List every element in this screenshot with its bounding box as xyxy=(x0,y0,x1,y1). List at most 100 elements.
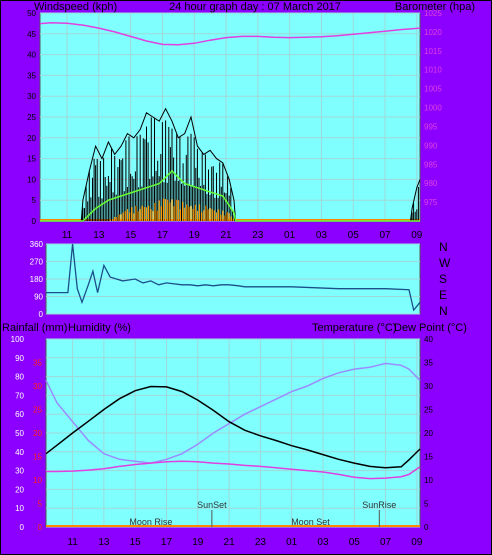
tick-label: 15 xyxy=(33,453,42,462)
tick-label: 5 xyxy=(424,500,429,509)
tick-label: 40 xyxy=(15,448,24,457)
tick-label: 995 xyxy=(424,122,438,131)
tick-label: 1010 xyxy=(424,66,442,75)
dir-label-n-bottom: N xyxy=(439,304,448,318)
tick-label: 0 xyxy=(20,523,25,532)
barometer-label: Barometer (hpa) xyxy=(395,1,475,13)
tick-label: 270 xyxy=(30,258,44,267)
tick-label: 0 xyxy=(38,523,43,532)
tick-label: 15 xyxy=(424,453,433,462)
temperature-x-axis: 11 13 15 17 19 21 23 01 03 05 07 09 xyxy=(67,537,422,548)
tick-label: 80 xyxy=(15,373,24,382)
tick-label: 40 xyxy=(424,335,433,344)
tick-label: 1000 xyxy=(424,104,442,113)
x-tick-label: 03 xyxy=(316,230,328,241)
windspeed-axis: 0 5 10 15 20 25 30 35 40 45 50 xyxy=(27,9,36,226)
wind-x-axis: 11 13 15 17 19 21 23 01 03 05 07 09 xyxy=(62,230,423,241)
x-tick-label: 23 xyxy=(252,230,264,241)
tick-label: 990 xyxy=(424,141,438,150)
direction-line xyxy=(46,243,421,312)
tick-label: 35 xyxy=(424,359,433,368)
tick-label: 50 xyxy=(15,429,24,438)
humidity-label: Humidity (%) xyxy=(68,322,131,334)
x-tick-label: 07 xyxy=(380,537,392,548)
x-tick-label: 05 xyxy=(349,537,361,548)
x-tick-label: 13 xyxy=(93,230,105,241)
x-tick-label: 07 xyxy=(379,230,391,241)
gust-line xyxy=(40,107,421,222)
tick-label: 5 xyxy=(38,500,43,509)
dir-label-e: E xyxy=(439,288,447,302)
tick-label: 30 xyxy=(15,467,24,476)
tick-label: 25 xyxy=(424,406,433,415)
x-tick-label: 21 xyxy=(220,230,232,241)
windspeed-label: Windspeed (kph) xyxy=(34,1,117,13)
tick-label: 90 xyxy=(15,354,24,363)
x-tick-label: 19 xyxy=(189,230,201,241)
tick-label: 0 xyxy=(424,523,429,532)
tick-label: 40 xyxy=(27,51,36,60)
event-label: SunSet xyxy=(197,500,227,510)
x-tick-label: 15 xyxy=(125,230,137,241)
tick-label: 10 xyxy=(15,504,24,513)
tick-label: 975 xyxy=(424,198,438,207)
tick-label: 180 xyxy=(30,275,44,284)
dewpoint-label: Dew Point (°C) xyxy=(394,322,467,334)
humidity-line xyxy=(45,362,421,464)
event-label: Moon Rise xyxy=(129,517,172,527)
tick-label: 35 xyxy=(27,71,36,80)
direction-grid xyxy=(46,243,420,315)
tick-label: 0 xyxy=(39,310,44,319)
temperature-axis: 0 5 10 15 20 25 30 35 40 xyxy=(424,335,433,532)
tick-label: 20 xyxy=(424,429,433,438)
humidity-axis: 0 10 20 30 40 50 60 70 80 90 100 xyxy=(11,335,25,532)
x-tick-label: 17 xyxy=(157,230,169,241)
tick-label: 1020 xyxy=(424,28,442,37)
dir-label-s: S xyxy=(439,272,447,286)
x-tick-label: 09 xyxy=(411,230,423,241)
x-tick-label: 05 xyxy=(348,230,360,241)
tick-label: 25 xyxy=(27,113,36,122)
direction-axis: 0 90 180 270 360 xyxy=(30,240,44,319)
rainfall-axis: 0 5 10 15 20 25 30 35 xyxy=(33,359,42,533)
tick-label: 985 xyxy=(424,160,438,169)
tick-label: 60 xyxy=(15,410,24,419)
x-tick-label: 09 xyxy=(411,537,423,548)
wind-average-line xyxy=(40,170,420,222)
tick-label: 30 xyxy=(27,92,36,101)
x-tick-label: 11 xyxy=(67,537,78,548)
tick-label: 35 xyxy=(33,359,42,368)
tick-label: 100 xyxy=(11,335,25,344)
dewpoint-line xyxy=(46,460,421,480)
graph-title: 24 hour graph day : 07 March 2017 xyxy=(169,1,341,13)
tick-label: 10 xyxy=(33,476,42,485)
rainfall-label: Rainfall (mm) xyxy=(2,322,67,334)
x-tick-label: 11 xyxy=(62,230,73,241)
tick-label: 0 xyxy=(32,217,37,226)
tick-label: 1015 xyxy=(424,47,442,56)
event-label: SunRise xyxy=(362,500,396,510)
tick-label: 10 xyxy=(424,476,433,485)
tick-label: 70 xyxy=(15,391,24,400)
tick-label: 20 xyxy=(15,485,24,494)
temperature-label: Temperature (°C) xyxy=(312,322,396,334)
x-tick-label: 21 xyxy=(224,537,236,548)
x-tick-label: 01 xyxy=(286,537,298,548)
tick-label: 45 xyxy=(27,30,36,39)
tick-label: 1025 xyxy=(424,9,442,18)
series-layer xyxy=(39,22,421,527)
temperature-line xyxy=(45,385,421,469)
tick-label: 360 xyxy=(30,240,44,249)
x-tick-label: 23 xyxy=(255,537,267,548)
x-tick-label: 03 xyxy=(317,537,329,548)
tick-label: 1005 xyxy=(424,85,442,94)
tick-label: 90 xyxy=(34,293,43,302)
tick-label: 980 xyxy=(424,179,438,188)
event-markers: Moon Rise SunSet Moon Set SunRise xyxy=(129,500,396,527)
tick-label: 15 xyxy=(27,155,36,164)
tick-label: 20 xyxy=(27,134,36,143)
dir-label-n-top: N xyxy=(439,240,448,254)
x-tick-label: 17 xyxy=(161,537,173,548)
